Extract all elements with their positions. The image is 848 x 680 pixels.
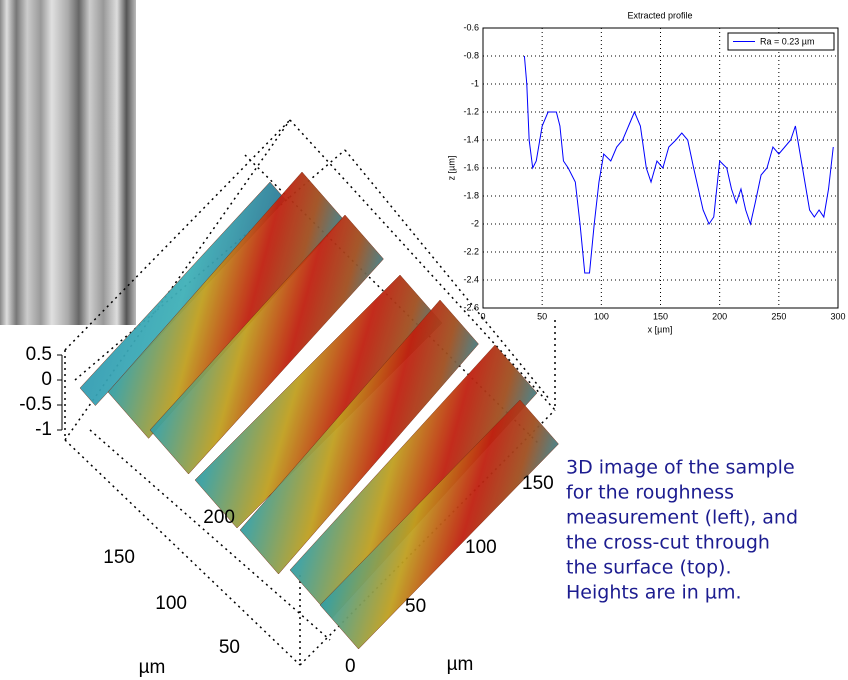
legend-box	[727, 32, 835, 51]
left-tick-label: 200	[203, 507, 235, 528]
surface-ridge	[319, 399, 559, 650]
caption-line: 3D image of the sample	[566, 457, 795, 479]
right-unit: µm	[447, 654, 474, 675]
profile-line	[523, 55, 834, 274]
caption: 3D image of the sample for the roughness m…	[566, 457, 798, 604]
caption-line: the surface (top).	[566, 557, 731, 579]
y-tick-label: -1.6	[463, 162, 479, 172]
right-tick-label: 150	[522, 473, 554, 494]
left-tick-label: 100	[155, 593, 187, 614]
x-axis-label: x [µm]	[648, 324, 673, 334]
left-tick-label: 150	[103, 547, 135, 568]
surface-ridge	[289, 344, 538, 619]
y-tick-label: -1.4	[463, 134, 479, 144]
x-tick-label: 100	[594, 311, 609, 321]
right-tick-label: 50	[405, 596, 426, 617]
y-tick-label: -1.8	[463, 190, 479, 200]
z-tick-label: -0.5	[19, 394, 52, 415]
x-tick-label: 0	[480, 311, 485, 321]
axis-frame	[89, 429, 331, 641]
y-tick-label: -2.2	[463, 246, 479, 256]
right-tick-label: 100	[465, 537, 497, 558]
caption-line: measurement (left), and	[566, 507, 798, 529]
surface-ridge	[149, 214, 384, 475]
x-tick-label: 150	[653, 311, 668, 321]
y-tick-label: -1	[471, 78, 479, 88]
chart-title: Extracted profile	[627, 10, 692, 20]
surface-ridge	[239, 299, 479, 575]
surface-3d: 0.5 0 -0.5 -1 200 150 100 50 µm 150 100 50 0 µm	[19, 119, 559, 678]
z-tick-label: 0.5	[26, 344, 52, 365]
left-unit: µm	[139, 657, 166, 678]
y-tick-label: -0.8	[463, 50, 479, 60]
profile-chart: Extracted profile x [µm] z [µm] -0.6 -0.8…	[446, 10, 845, 334]
axis-frame	[64, 119, 291, 441]
y-tick-label: -1.2	[463, 106, 479, 116]
y-axis-label: z [µm]	[446, 156, 456, 181]
legend-label: Ra = 0.23 µm	[760, 36, 814, 46]
y-tick-label: -2	[471, 218, 479, 228]
x-tick-label: 50	[537, 311, 547, 321]
y-tick-label: -0.6	[463, 22, 479, 32]
x-tick-label: 200	[712, 311, 727, 321]
x-tick-label: 300	[830, 311, 845, 321]
caption-line: Heights are in µm.	[566, 582, 742, 604]
left-tick-label: 50	[219, 637, 240, 658]
z-tick-label: 0	[41, 369, 52, 390]
micrograph	[0, 0, 136, 325]
axis-frame	[64, 439, 301, 666]
caption-line: the cross-cut through	[566, 532, 770, 554]
x-tick-label: 250	[771, 311, 786, 321]
z-tick-label: -1	[35, 419, 52, 440]
right-tick-label: 0	[345, 656, 356, 677]
y-tick-label: -2.4	[463, 274, 479, 284]
y-tick-label: -2.6	[463, 302, 479, 312]
caption-line: for the roughness	[566, 482, 734, 504]
